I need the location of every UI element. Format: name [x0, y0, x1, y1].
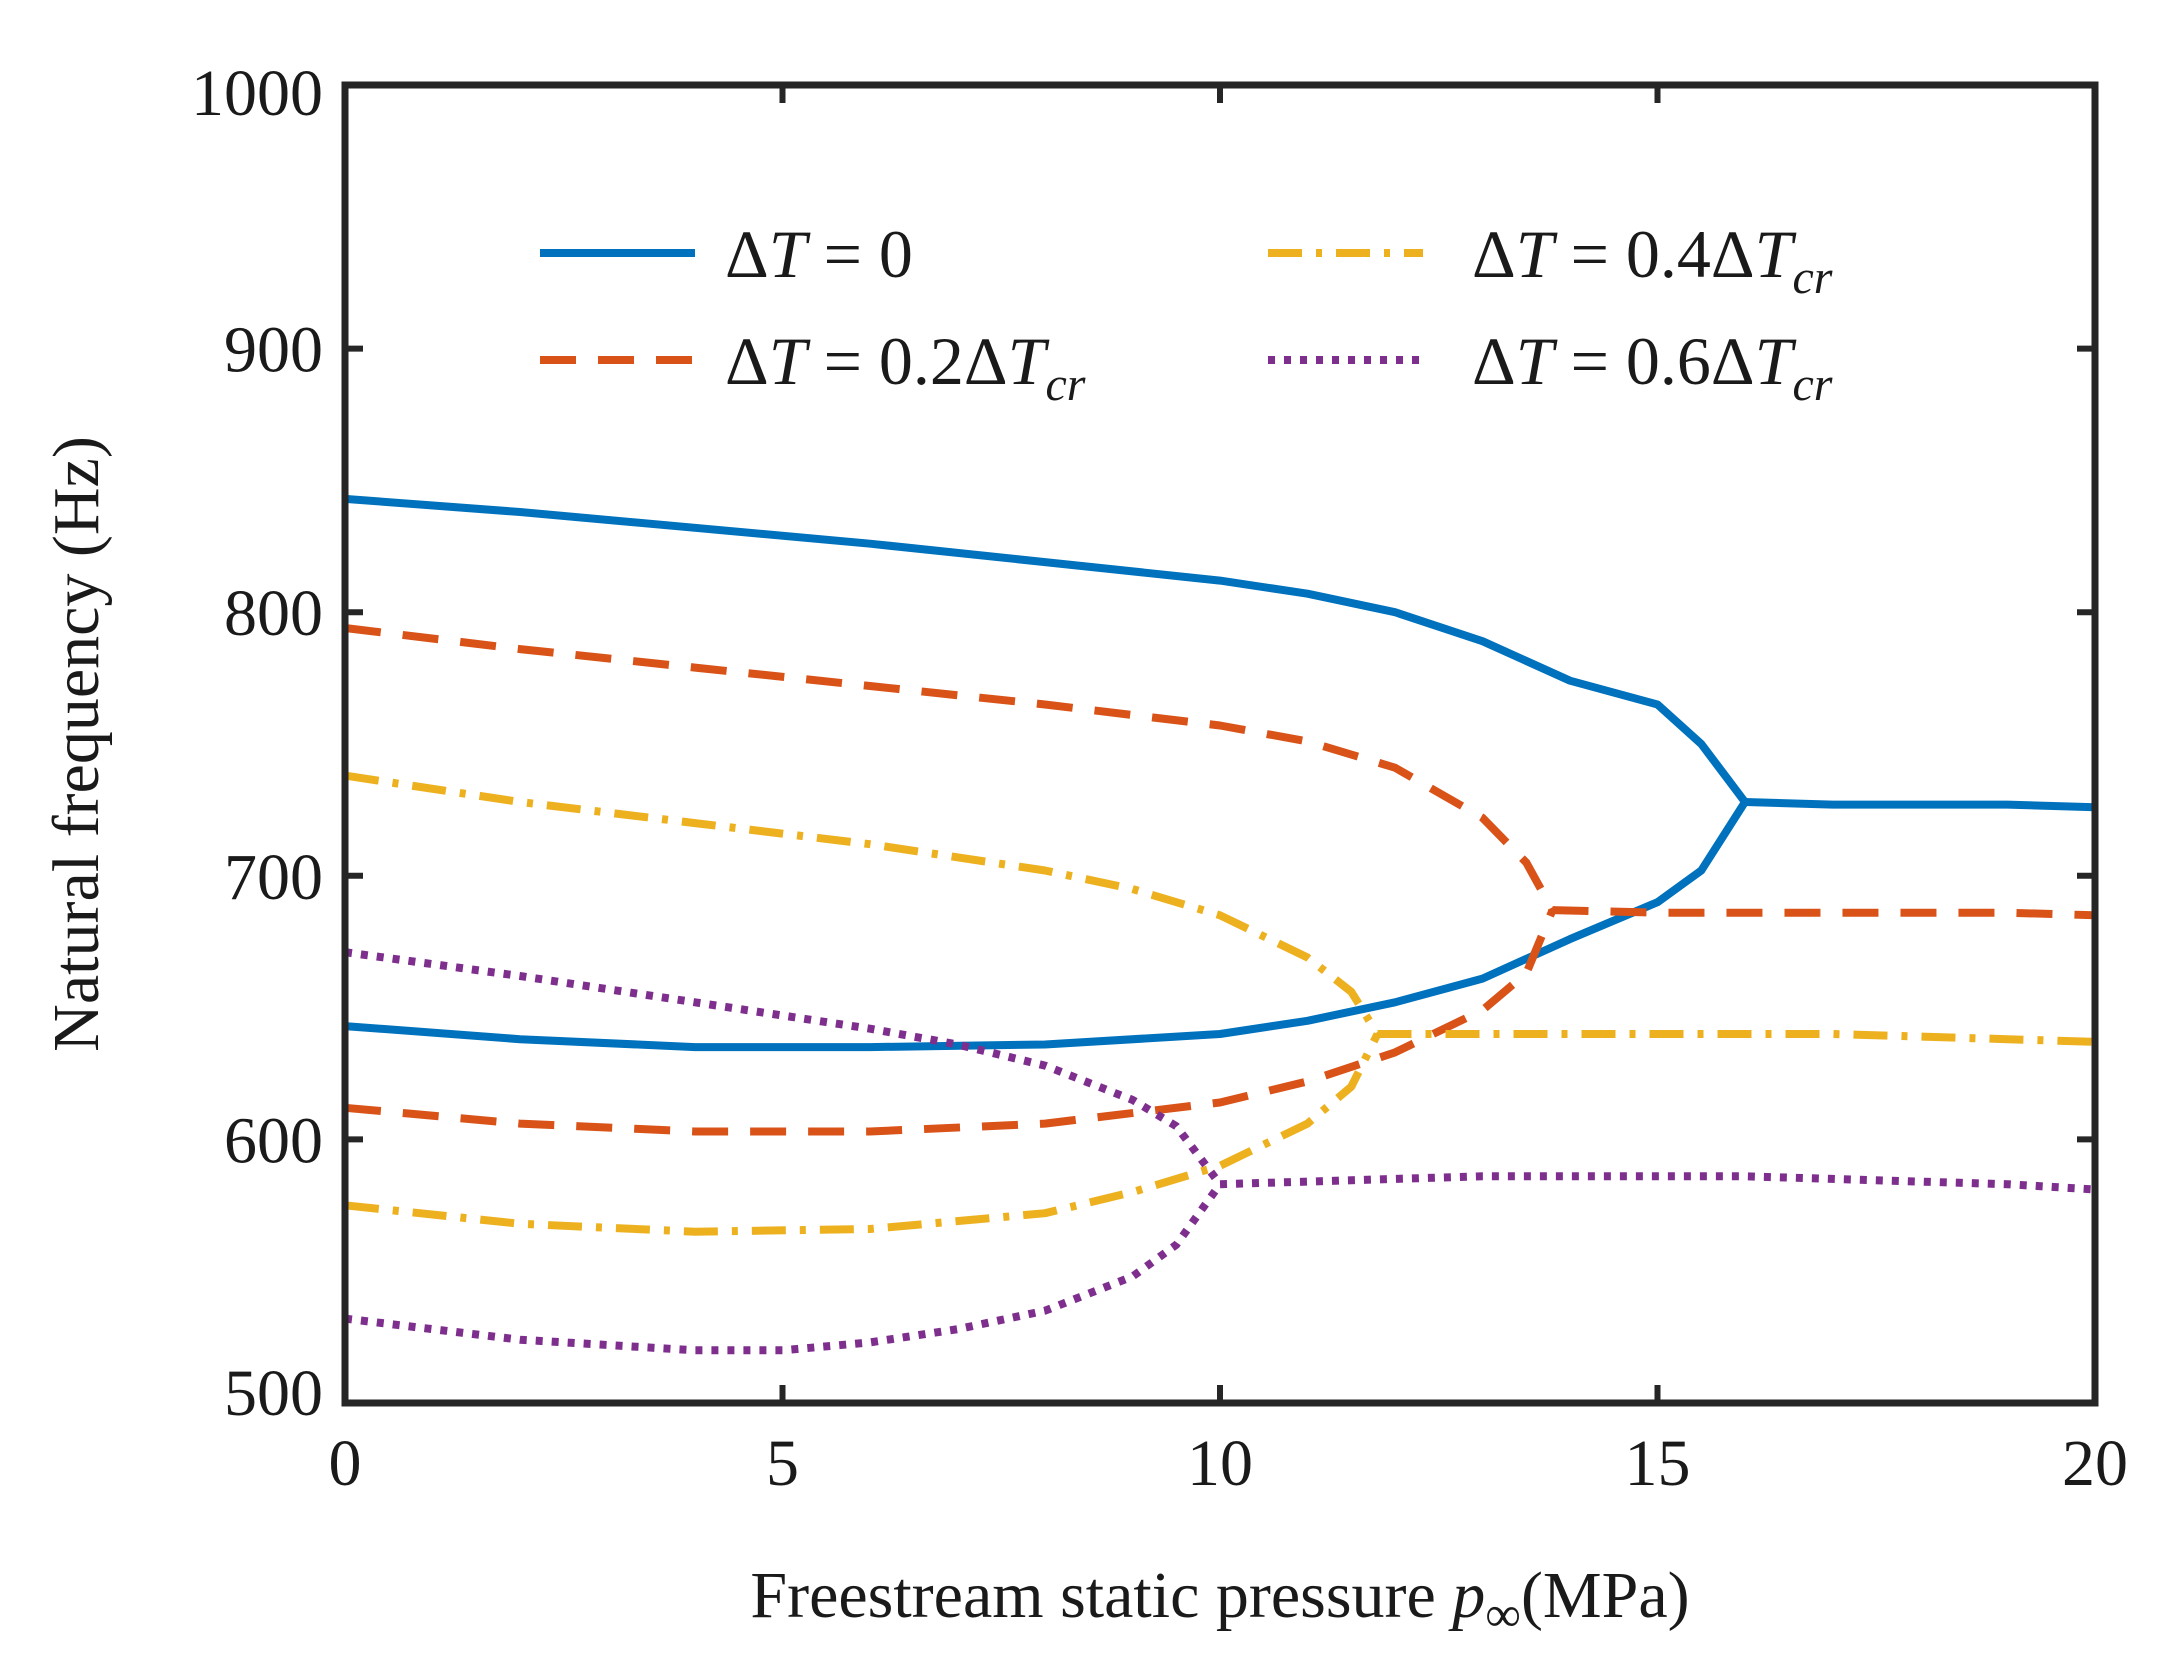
legend-label-part: Δ	[1472, 216, 1516, 292]
legend-label-part: Δ	[725, 216, 769, 292]
legend-label-part: = 0.2	[807, 323, 964, 399]
x-tick-label: 5	[766, 1427, 799, 1500]
legend-label-part: T	[1755, 216, 1797, 292]
y-tick-label: 700	[224, 841, 323, 914]
y-tick-label: 1000	[191, 57, 323, 130]
series-3-branch-0-line	[344, 948, 1224, 1187]
legend-label-part: T	[1516, 216, 1558, 292]
x-axis-label-unit: (MPa)	[1521, 1559, 1690, 1632]
legend-label-part: T	[769, 323, 811, 399]
legend-label-part: Δ	[964, 323, 1008, 399]
legend-label-part: Δ	[1472, 323, 1516, 399]
x-axis-label-text: Freestream static pressure	[750, 1559, 1452, 1632]
legend-label-part: T	[1008, 323, 1050, 399]
x-tick-label: 15	[1625, 1427, 1691, 1500]
series-1-branch-1-line	[344, 908, 1557, 1136]
y-tick-label: 500	[224, 1357, 323, 1430]
y-tick-label: 600	[224, 1104, 323, 1177]
legend-label-part: T	[1516, 323, 1558, 399]
legend-label-part: Δ	[725, 323, 769, 399]
legend-label-subscript: cr	[1045, 358, 1085, 411]
legend-label-2: ΔT = 0.4ΔTcr	[1472, 216, 1833, 304]
legend-label-subscript: cr	[1792, 251, 1832, 304]
legend-label-1: ΔT = 0.2ΔTcr	[725, 323, 1086, 411]
legend-label-part: Δ	[1711, 216, 1755, 292]
y-tick-label: 900	[224, 314, 323, 387]
series-2-branch-0-line	[344, 771, 1381, 1037]
series-0-branch-2-line	[1744, 798, 2096, 812]
series-0-branch-0-line	[344, 494, 1749, 805]
series-0-branch-1-line	[344, 799, 1749, 1052]
plot-frame	[341, 81, 2099, 1407]
legend-label-part: Δ	[1711, 323, 1755, 399]
legend-label-3: ΔT = 0.6ΔTcr	[1472, 323, 1833, 411]
series-1-branch-0-line	[344, 624, 1557, 913]
series-3-branch-2-line	[1219, 1172, 2096, 1194]
legend-label-part: T	[769, 216, 811, 292]
tick-labels: 0 5 10 15 20 500 600 700 800 900 1000	[191, 57, 2128, 1500]
legend-label-part: = 0.4	[1554, 216, 1711, 292]
x-axis-label-subscript: ∞	[1485, 1586, 1521, 1642]
legend-label-part: T	[1755, 323, 1797, 399]
legend-label-part: = 0	[807, 216, 913, 292]
x-tick-label: 0	[329, 1427, 362, 1500]
x-axis-label: Freestream static pressure p∞(MPa)	[750, 1559, 1689, 1642]
legend-label-0: ΔT = 0	[725, 216, 913, 292]
y-tick-label: 800	[224, 577, 323, 650]
legend-label-subscript: cr	[1792, 358, 1832, 411]
y-axis-label: Natural frequency (Hz)	[40, 436, 113, 1052]
x-tick-label: 10	[1187, 1427, 1253, 1500]
series-2-branch-2-line	[1377, 1030, 2096, 1046]
legend-label-part: = 0.6	[1554, 323, 1711, 399]
series-layer	[344, 494, 2096, 1355]
x-axis-label-symbol: p	[1448, 1559, 1485, 1632]
x-tick-label: 20	[2062, 1427, 2128, 1500]
